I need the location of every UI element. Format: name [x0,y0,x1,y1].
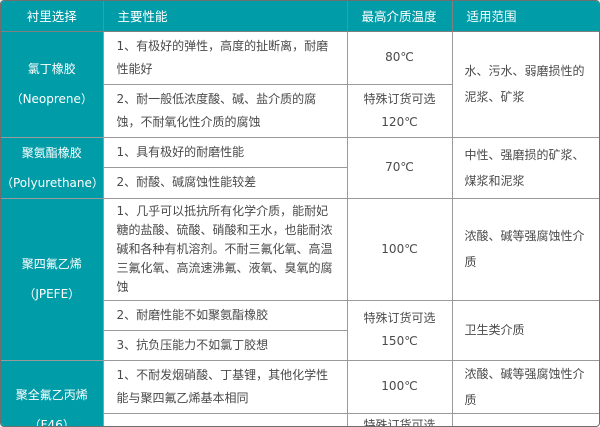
header-cell-performance: 主要性能 [102,1,348,32]
temperature-cell: 特殊订货可选 120℃ [346,83,453,138]
scope-cell: 卫生类介质 [451,299,599,361]
table-row: 2、耐一般低浓度酸、碱、盐介质的腐蚀，不耐氧化性介质的腐蚀 特殊订货可选 120… [1,83,599,138]
material-name: 氯丁橡胶 [27,62,76,76]
table-row: 2、耐磨性能不如聚氨酯橡胶 特殊订货可选 150℃ 卫生类介质 [1,299,599,361]
table-row: 2、抗负压能力高于聚四氟乙烯 特殊订货可选 150℃ 卫生类介质 [1,412,599,426]
performance-cell: 1、有极好的弹性，高度的扯断离，耐磨性能好 [102,30,348,85]
temperature-cell: 100℃ [346,197,453,301]
temperature-cell: 特殊订货可选 150℃ [346,412,453,426]
performance-cell: 2、耐磨性能不如聚氨酯橡胶 [102,299,348,331]
table-row: 氯丁橡胶 （Neoprene） 1、有极好的弹性，高度的扯断离，耐磨性能好 80… [1,30,599,138]
scope-cell: 水、污水、弱磨损性的泥浆、矿浆 [451,30,599,138]
scope-cell: 卫生类介质 [451,412,599,426]
temperature-cell: 70℃ [346,136,453,199]
performance-cell: 2、抗负压能力高于聚四氟乙烯 [102,412,348,426]
scope-cell: 浓酸、碱等强腐蚀性介质 [451,197,599,301]
table-row: 聚四氟乙烯 （JPEFE） 1、几乎可以抵抗所有化学介质，能耐妃糖的盐酸、硫酸、… [1,197,599,361]
material-cell-neoprene: 氯丁橡胶 （Neoprene） [1,30,104,138]
material-name: 聚氨酯橡胶 [21,145,82,160]
performance-cell: 2、耐酸、碱腐蚀性能较差 [102,167,348,199]
material-name-en: （Polyurethane） [1,175,103,190]
scope-cell: 中性、强磨损的矿浆、煤浆和泥浆 [451,136,599,199]
material-name: 聚全氟乙丙烯 [15,388,88,402]
temperature-cell: 100℃ [346,359,453,414]
material-name-en: （Neoprene） [10,92,93,106]
temperature-cell: 80℃ [346,30,453,85]
performance-cell: 1、具有极好的耐磨性能 [102,136,348,168]
table-row: 聚全氟乙丙烯 （F46） 1、不耐发烟硝酸、丁基锂，其他化学性能与聚四氟乙烯基本… [1,359,599,426]
header-cell-temperature: 最高介质温度 [346,1,453,32]
header-cell-scope: 适用范围 [451,1,599,32]
performance-cell: 2、耐一般低浓度酸、碱、盐介质的腐蚀，不耐氧化性介质的腐蚀 [102,83,348,138]
header-row: 衬里选择 主要性能 最高介质温度 适用范围 [1,1,599,32]
material-name-en: （JPEFE） [23,287,81,301]
table-row: 3、抗负压能力不如氯丁胶想 [1,329,599,361]
header-cell-lining: 衬里选择 [1,1,104,32]
performance-cell: 1、不耐发烟硝酸、丁基锂，其他化学性能与聚四氟乙烯基本相同 [102,359,348,414]
temperature-cell: 特殊订货可选 150℃ [346,299,453,361]
material-name: 聚四氟乙烯 [21,257,82,271]
material-cell-f46: 聚全氟乙丙烯 （F46） [1,359,104,427]
material-name-en: （F46） [28,418,75,427]
performance-cell: 3、抗负压能力不如氯丁胶想 [102,329,348,361]
table-row: 聚氨酯橡胶 （Polyurethane） 1、具有极好的耐磨性能 70℃ 中性、… [1,136,599,199]
scope-cell: 浓酸、碱等强腐蚀性介质 [451,359,599,414]
material-cell-polyurethane: 聚氨酯橡胶 （Polyurethane） [1,136,104,199]
material-cell-jpefe: 聚四氟乙烯 （JPEFE） [1,197,104,361]
performance-cell: 1、几乎可以抵抗所有化学介质，能耐妃糖的盐酸、硫酸、硝酸和王水，也能耐浓碱和各种… [102,197,348,301]
